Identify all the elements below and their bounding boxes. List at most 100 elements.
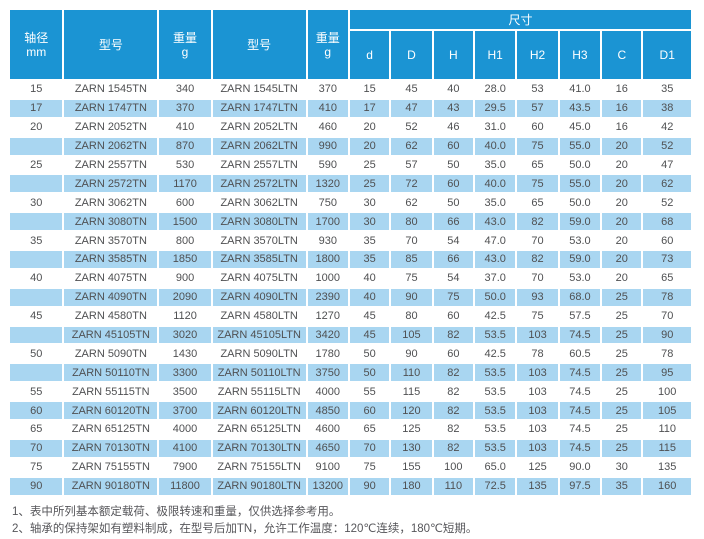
dimension-cell: 73 — [641, 249, 693, 270]
model-ltn-cell: ZARN 3585LTN — [210, 249, 308, 270]
dimension-cell: 100 — [641, 381, 693, 403]
model-tn-cell: ZARN 3080TN — [62, 211, 160, 233]
column-header-dim-d1: D1 — [641, 29, 693, 81]
model-ltn-cell: ZARN 1747LTN — [210, 97, 308, 119]
model-tn-cell: ZARN 45105TN — [62, 324, 160, 346]
dimension-cell: 16 — [600, 116, 644, 138]
dimension-cell: 25 — [600, 324, 644, 346]
dimension-cell: 28.0 — [473, 79, 518, 100]
dimension-cell: 160 — [641, 475, 693, 497]
dimension-cell: 70 — [515, 230, 560, 252]
dimension-cell: 43.0 — [473, 249, 518, 270]
dimension-cell: 135 — [515, 475, 560, 497]
model-ltn-cell: ZARN 50110LTN — [210, 362, 308, 384]
dimension-cell: 62 — [389, 135, 434, 157]
dimension-cell: 110 — [641, 419, 693, 440]
dimension-cell: 60 — [431, 135, 476, 157]
dimension-cell: 16 — [600, 97, 644, 119]
column-header-model-ltn: 型号 — [210, 8, 308, 81]
weight-ltn-cell: 750 — [305, 192, 350, 214]
shaft-diameter-cell: 70 — [7, 437, 65, 459]
model-ltn-cell: ZARN 65125LTN — [210, 419, 308, 440]
table-row: 35 ZARN 3570TN 800 ZARN 3570LTN 930 35 70 54 47.… — [7, 230, 693, 252]
shaft-diameter-cell: 60 — [7, 400, 65, 422]
weight-unit: g — [181, 44, 189, 59]
dimension-cell: 20 — [600, 192, 644, 214]
dimension-cell: 35 — [347, 230, 392, 252]
dimension-cell: 59.0 — [557, 249, 603, 270]
dimension-cell: 103 — [515, 381, 560, 403]
weight-ltn-cell: 2390 — [305, 286, 350, 308]
weight-tn-cell: 4000 — [157, 419, 213, 440]
shaft-diameter-cell — [7, 324, 65, 346]
weight-ltn-cell: 4850 — [305, 400, 350, 422]
dimension-cell: 45 — [347, 324, 392, 346]
dimension-cell: 53.0 — [557, 230, 603, 252]
model-tn-cell: ZARN 2572TN — [62, 173, 160, 195]
shaft-diameter-cell: 35 — [7, 230, 65, 252]
dimension-cell: 66 — [431, 211, 476, 233]
dimension-cell: 25 — [600, 381, 644, 403]
weight-ltn-cell: 4600 — [305, 419, 350, 440]
weight-tn-cell: 370 — [157, 97, 213, 119]
dimension-cell: 60.5 — [557, 343, 603, 365]
dimension-cell: 43 — [431, 97, 476, 119]
dimension-cell: 70 — [515, 267, 560, 289]
dimension-cell: 40 — [347, 267, 392, 289]
column-header-weight-ltn: 重量 g — [305, 8, 350, 81]
table-row: 25 ZARN 2557TN 530 ZARN 2557LTN 590 25 57 50 35.… — [7, 154, 693, 176]
shaft-diameter-cell: 25 — [7, 154, 65, 176]
weight-tn-cell: 900 — [157, 267, 213, 289]
model-tn-cell: ZARN 50110TN — [62, 362, 160, 384]
column-header-dim-h2: H2 — [515, 29, 560, 81]
weight-tn-cell: 1170 — [157, 173, 213, 195]
dimension-cell: 30 — [600, 456, 644, 478]
dimension-cell: 57 — [515, 97, 560, 119]
shaft-diameter-cell: 15 — [7, 79, 65, 100]
dimension-cell: 50.0 — [557, 192, 603, 214]
dimension-cell: 53 — [515, 79, 560, 100]
dimension-cell: 97.5 — [557, 475, 603, 497]
model-ltn-cell: ZARN 2052LTN — [210, 116, 308, 138]
dimension-cell: 135 — [641, 456, 693, 478]
dimension-cell: 62 — [389, 192, 434, 214]
dimension-cell: 90 — [641, 324, 693, 346]
dimension-cell: 42.5 — [473, 305, 518, 327]
dimension-cell: 60 — [641, 230, 693, 252]
dimension-cell: 55.0 — [557, 173, 603, 195]
table-row: 15 ZARN 1545TN 340 ZARN 1545LTN 370 15 45 40 28.… — [7, 79, 693, 100]
dimension-cell: 66 — [431, 249, 476, 270]
dimension-cell: 47 — [389, 97, 434, 119]
model-tn-cell: ZARN 4075TN — [62, 267, 160, 289]
model-tn-cell: ZARN 90180TN — [62, 475, 160, 497]
dimension-cell: 80 — [389, 211, 434, 233]
dimension-cell: 72.5 — [473, 475, 518, 497]
shaft-diameter-cell: 50 — [7, 343, 65, 365]
weight-ltn-cell: 9100 — [305, 456, 350, 478]
dimension-cell: 74.5 — [557, 437, 603, 459]
dimension-cell: 155 — [389, 456, 434, 478]
dimension-cell: 90 — [347, 475, 392, 497]
model-tn-cell: ZARN 55115TN — [62, 381, 160, 403]
dimension-cell: 78 — [641, 286, 693, 308]
dimension-cell: 130 — [389, 437, 434, 459]
dimension-cell: 90 — [389, 286, 434, 308]
dimension-cell: 25 — [600, 343, 644, 365]
dimension-cell: 25 — [600, 305, 644, 327]
shaft-diameter-cell: 90 — [7, 475, 65, 497]
model-ltn-cell: ZARN 60120LTN — [210, 400, 308, 422]
column-header-dim-h: H — [431, 29, 476, 81]
footnote-1: 1、表中所列基本额定载荷、极限转速和重量，仅供选择参考用。 — [12, 505, 341, 518]
model-ltn-cell: ZARN 2062LTN — [210, 135, 308, 157]
dimension-cell: 55 — [347, 381, 392, 403]
dimension-cell: 72 — [389, 173, 434, 195]
shaft-diameter-cell: 75 — [7, 456, 65, 478]
weight-ltn-cell: 370 — [305, 79, 350, 100]
dimension-cell: 35 — [641, 79, 693, 100]
weight-tn-cell: 3500 — [157, 381, 213, 403]
dimension-cell: 103 — [515, 324, 560, 346]
model-ltn-cell: ZARN 4090LTN — [210, 286, 308, 308]
model-tn-cell: ZARN 3062TN — [62, 192, 160, 214]
dimension-cell: 75 — [515, 305, 560, 327]
dimension-cell: 40.0 — [473, 173, 518, 195]
